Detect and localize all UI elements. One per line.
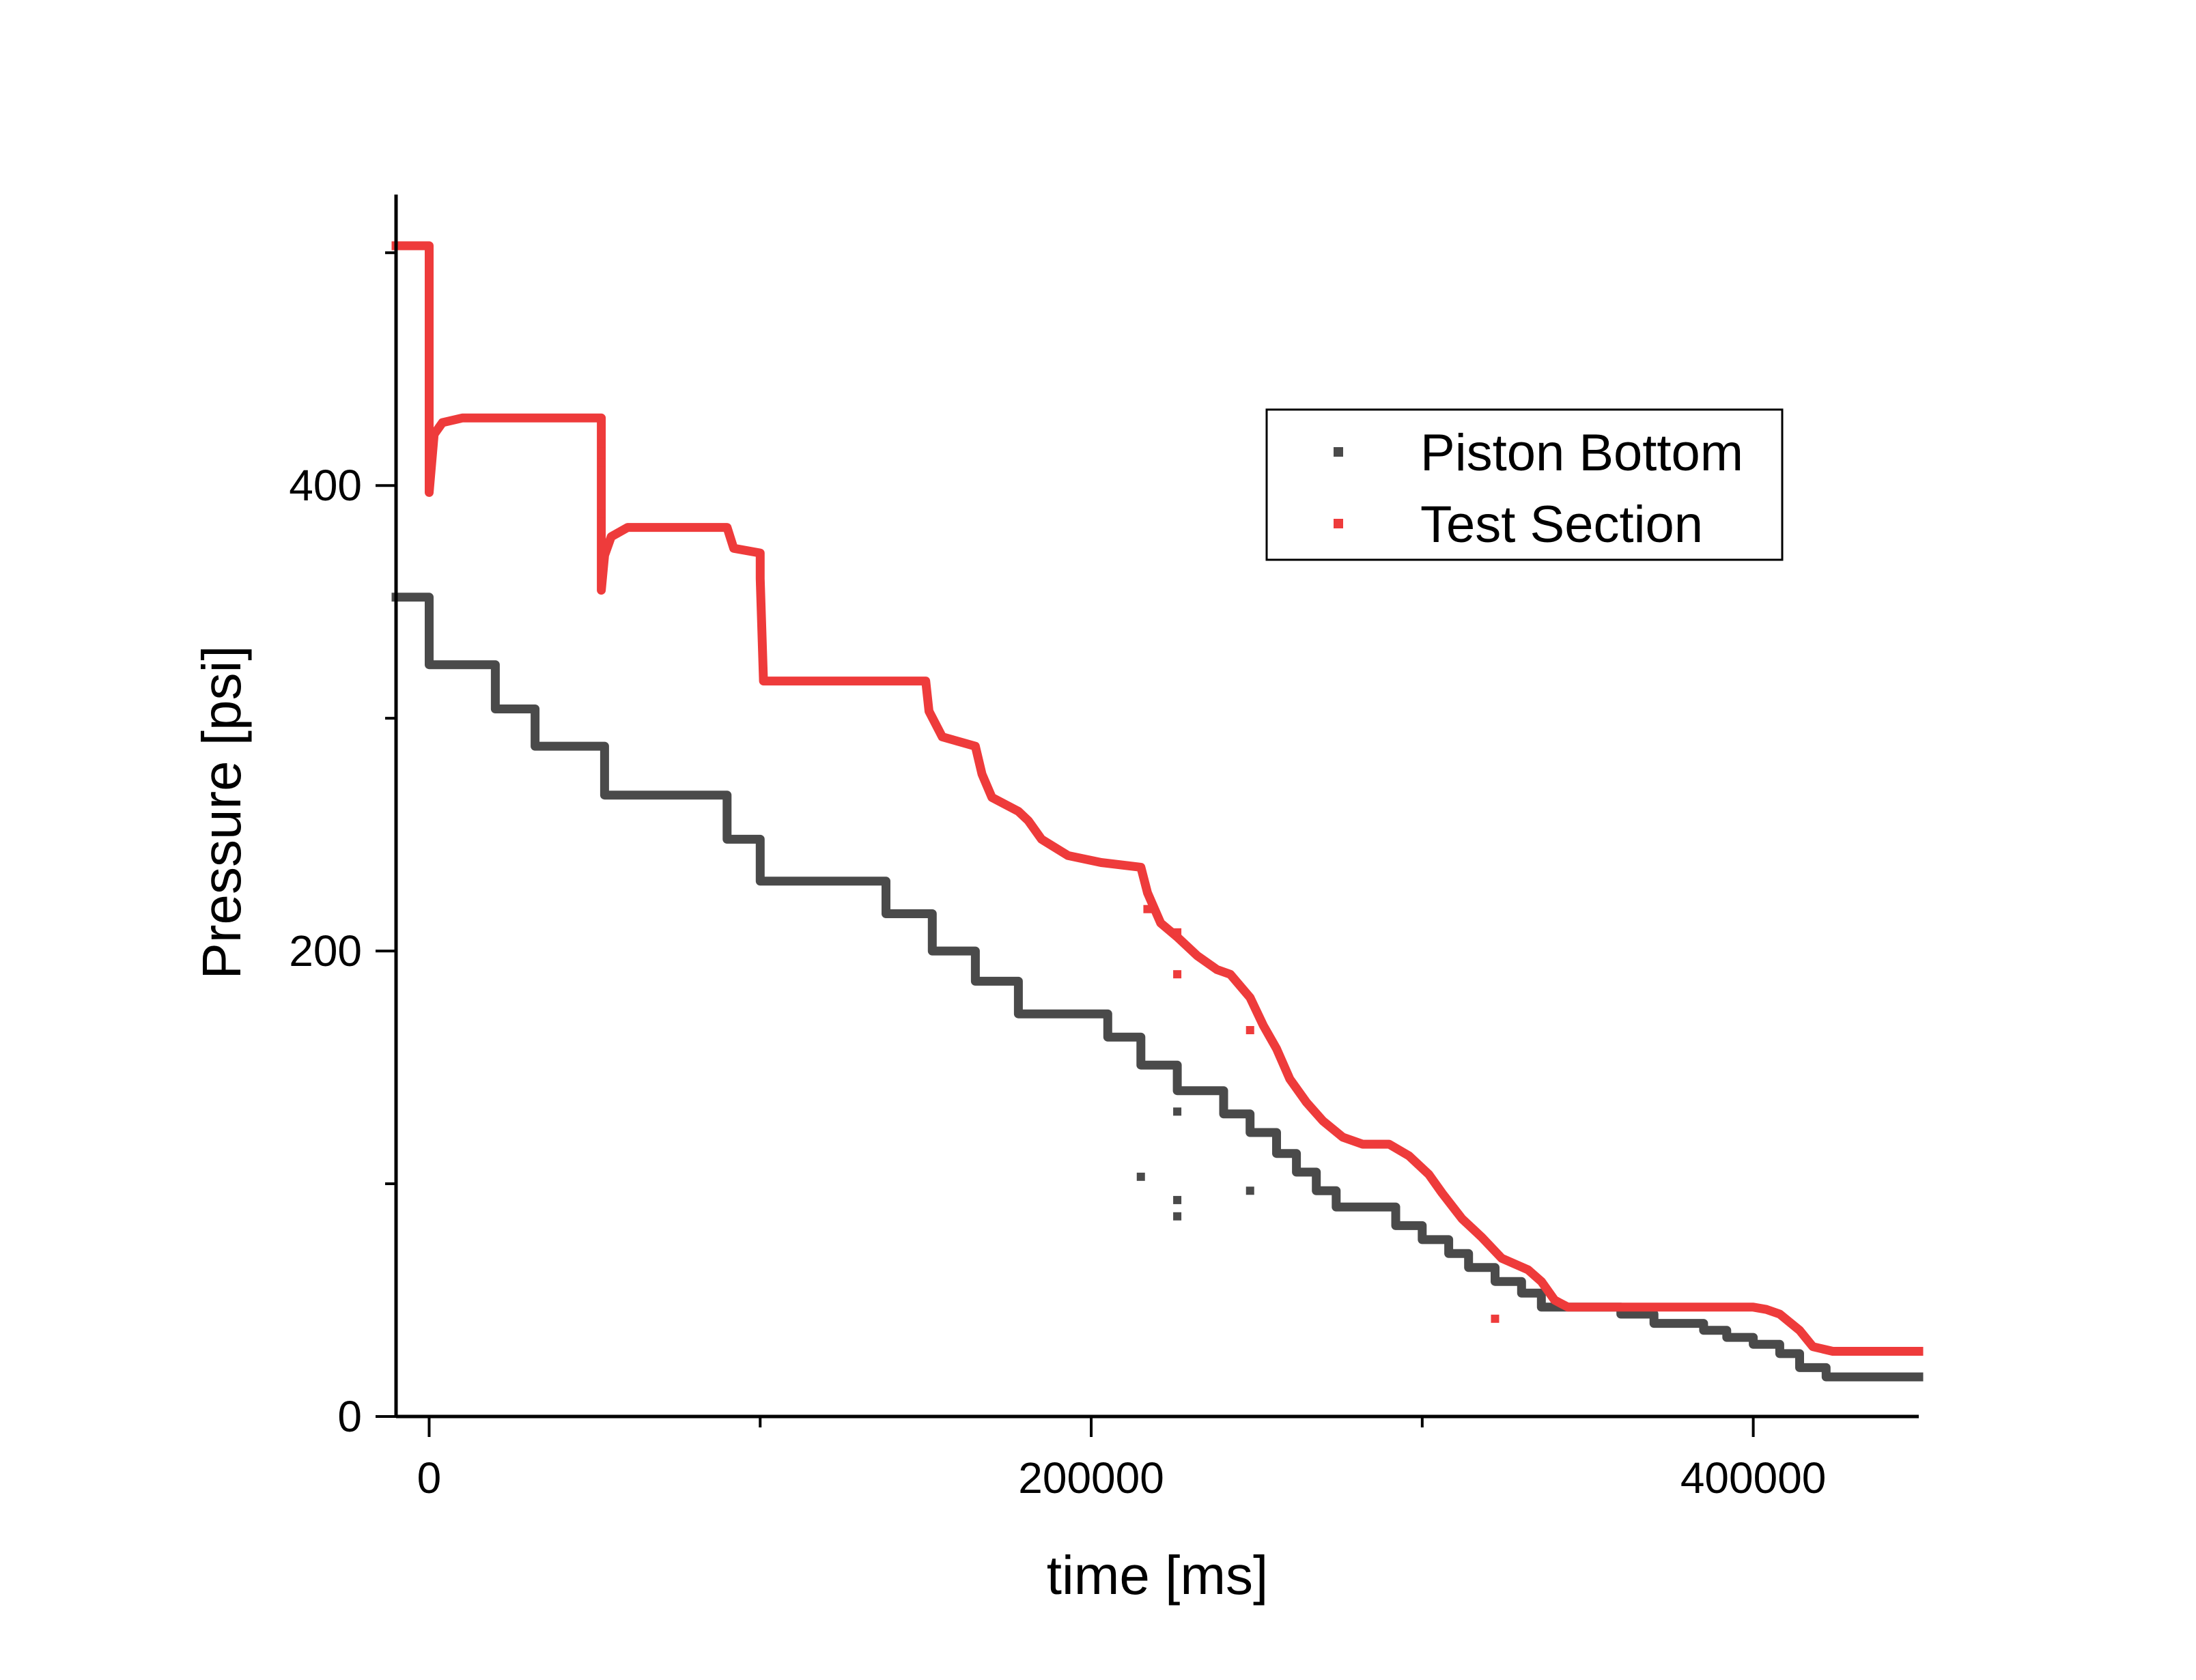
- data-point-piston-bottom-4: [1173, 1107, 1182, 1116]
- data-point-test-section-0: [597, 439, 606, 448]
- data-point-test-section-4: [1173, 928, 1182, 937]
- legend-box: [1265, 408, 1784, 561]
- data-point-test-section-7: [1491, 1314, 1500, 1323]
- y-tick-label-0: 0: [337, 1392, 362, 1441]
- data-point-piston-bottom-0: [1136, 1172, 1145, 1181]
- data-point-piston-bottom-3: [1245, 1186, 1254, 1195]
- tick-labels: 0 200000 400000 0 200 400: [289, 461, 1826, 1503]
- data-point-test-section-2: [597, 509, 606, 518]
- data-point-piston-bottom-1: [1173, 1195, 1182, 1204]
- x-tick-label-400000: 400000: [1680, 1453, 1827, 1503]
- data-point-test-section-3: [1143, 905, 1152, 913]
- series-line-piston-bottom: [391, 593, 1924, 1382]
- x-tick-label-200000: 200000: [1018, 1453, 1164, 1503]
- data-point-test-section-6: [1245, 1026, 1254, 1035]
- data-point-piston-bottom-2: [1173, 1212, 1182, 1221]
- y-tick-label-200: 200: [289, 926, 362, 976]
- y-tick-label-400: 400: [289, 461, 362, 510]
- legend: Piston Bottom Test Section: [1265, 408, 1784, 561]
- legend-marker-test-section: [1334, 519, 1343, 528]
- legend-label-piston-bottom: Piston Bottom: [1420, 424, 1743, 482]
- data-point-test-section-5: [1173, 970, 1182, 979]
- y-axis-title: Pressure [psi]: [191, 645, 252, 979]
- data-point-test-section-1: [597, 458, 606, 467]
- legend-label-test-section: Test Section: [1420, 496, 1703, 554]
- x-axis-title: time [ms]: [1047, 1545, 1268, 1606]
- legend-marker-piston-bottom: [1334, 447, 1343, 457]
- x-tick-label-0: 0: [417, 1453, 442, 1503]
- axes: [376, 195, 1919, 1437]
- series-line-test-section: [391, 241, 1924, 1356]
- plot-series: [391, 241, 1924, 1382]
